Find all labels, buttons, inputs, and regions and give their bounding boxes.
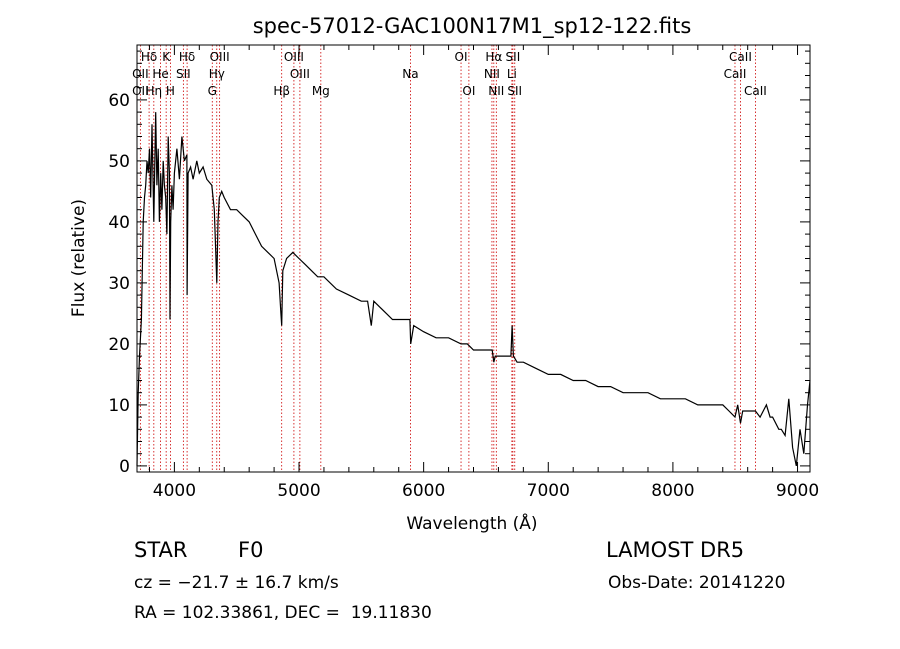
y-tick-label: 50 [108, 152, 130, 172]
redshift-velocity: cz = −21.7 ± 16.7 km/s [134, 573, 339, 593]
line-marker-label: Hβ [273, 84, 290, 98]
line-marker-label: OIII [210, 50, 230, 64]
plot-frame [136, 44, 811, 473]
line-marker-label: Li [507, 67, 517, 81]
x-tick-label: 9000 [776, 481, 819, 501]
observation-date: Obs-Date: 20141220 [608, 573, 786, 593]
line-marker-label: SII [176, 67, 191, 81]
y-tick-label: 10 [108, 396, 130, 416]
line-marker-label: Hγ [209, 67, 225, 81]
y-tick-label: 40 [108, 213, 130, 233]
line-marker-label: OII [132, 67, 149, 81]
line-marker-label: K [162, 50, 171, 64]
line-marker-label: H [166, 84, 175, 98]
line-marker-label: G [208, 84, 217, 98]
line-marker-label: Hα [485, 50, 502, 64]
y-tick-label: 30 [108, 274, 130, 294]
y-axis-label: Flux (relative) [69, 199, 89, 317]
line-marker-label: CaII [744, 84, 767, 98]
x-tick-label: 7000 [527, 481, 570, 501]
y-tick-label: 60 [108, 91, 130, 111]
line-marker-label: OII [132, 84, 149, 98]
line-marker-label: Hδ [179, 50, 195, 64]
y-tick-label: 20 [108, 335, 130, 355]
line-marker-label: NII [488, 84, 504, 98]
object-subclass: F0 [238, 538, 264, 562]
x-tick-label: 4000 [153, 481, 196, 501]
x-tick-label: 8000 [651, 481, 694, 501]
x-tick-label: 5000 [277, 481, 320, 501]
line-marker-label: CaII [724, 67, 747, 81]
spectrum-line [136, 112, 811, 467]
survey-name: LAMOST DR5 [606, 538, 745, 562]
line-marker-label: He [152, 67, 168, 81]
line-marker-label: OIII [290, 67, 310, 81]
object-class: STAR [134, 538, 188, 562]
line-marker-label: OIII [284, 50, 304, 64]
line-marker-label: Mg [312, 84, 330, 98]
line-marker-label: OI [462, 84, 475, 98]
line-marker-label: Hη [146, 84, 163, 98]
line-marker-label: SII [506, 50, 521, 64]
line-marker-label: CaII [729, 50, 752, 64]
coordinates: RA = 102.33861, DEC = 19.11830 [134, 603, 432, 623]
line-marker-label: OI [455, 50, 468, 64]
line-marker-label: Hδ [141, 50, 157, 64]
x-axis-label: Wavelength (Å) [406, 512, 537, 534]
line-marker-label: NII [484, 67, 500, 81]
x-tick-label: 6000 [402, 481, 445, 501]
spectral-line-markers [139, 45, 756, 472]
line-marker-label: SII [507, 84, 522, 98]
line-marker-label: Na [402, 67, 418, 81]
y-axis-ticks: 0 10 20 30 40 50 60 [108, 50, 810, 477]
chart-title: spec-57012-GAC100N17M1_sp12-122.fits [253, 14, 692, 39]
y-tick-label: 0 [119, 457, 130, 477]
x-axis-ticks: 4000 5000 6000 7000 8000 9000 [148, 45, 819, 501]
